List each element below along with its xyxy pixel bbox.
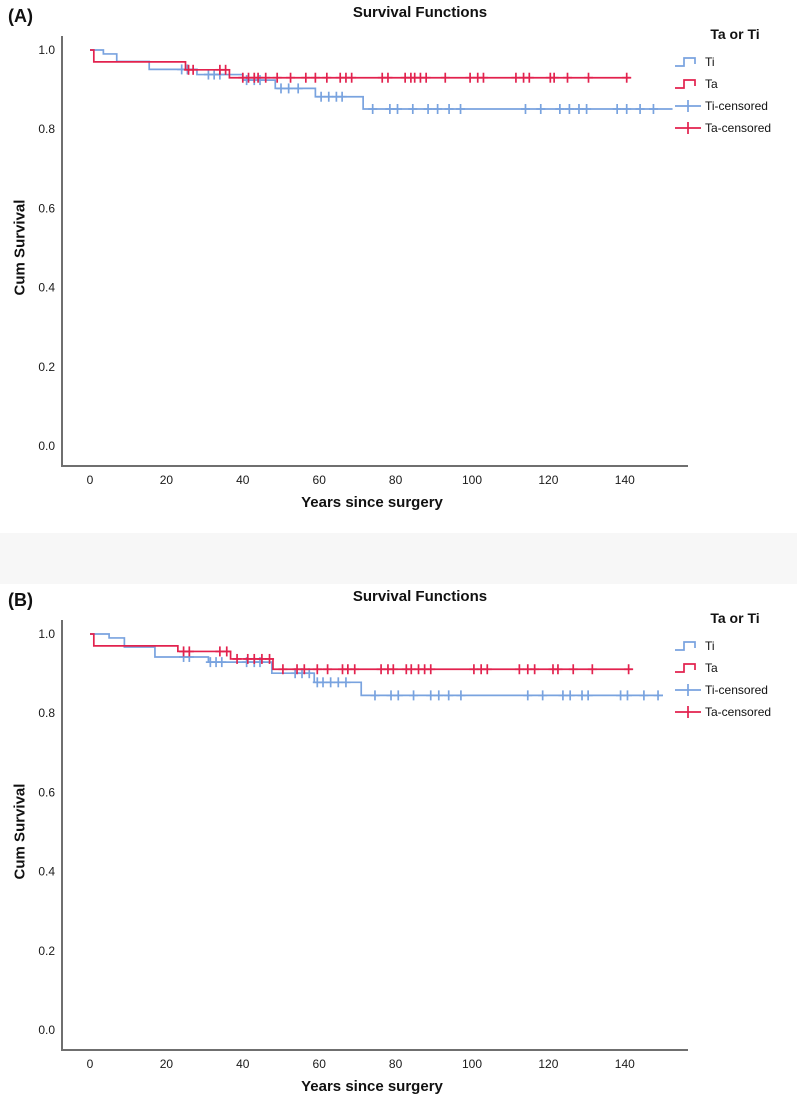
x-axis-title-b: Years since surgery xyxy=(301,1078,443,1095)
x-tick-label: 60 xyxy=(313,1057,327,1071)
ti-survival-curve xyxy=(90,49,673,110)
ti-censored-marks xyxy=(179,651,663,701)
legend-item-ti: Ti xyxy=(674,635,796,657)
plus-swatch-path xyxy=(675,684,701,696)
legend-item-ta: Ta xyxy=(674,73,796,95)
x-tick-label: 100 xyxy=(462,473,482,487)
y-tick-label: 1.0 xyxy=(38,627,55,641)
x-tick-label: 20 xyxy=(160,1057,174,1071)
legend-item-label: Ti-censored xyxy=(705,683,768,697)
y-tick-label: 0.0 xyxy=(38,439,55,453)
step-swatch-path xyxy=(675,57,696,67)
legend-item-label: Ti xyxy=(705,55,715,69)
censor-plus-swatch-icon xyxy=(675,706,701,718)
x-tick-label: 80 xyxy=(389,473,403,487)
x-tick-label: 0 xyxy=(87,1057,94,1071)
step-swatch-path xyxy=(675,641,696,651)
chart-title-a: Survival Functions xyxy=(352,4,488,21)
legend-item-ti-censored: Ti-censored xyxy=(674,95,796,117)
legend-item-label: Ti xyxy=(705,639,715,653)
legend-title-a: Ta or Ti xyxy=(710,26,760,42)
legend-item-label: Ti-censored xyxy=(705,99,768,113)
x-tick-label: 20 xyxy=(160,473,174,487)
chart-title-b: Survival Functions xyxy=(352,588,488,605)
legend-item-ti: Ti xyxy=(674,51,796,73)
legend-title-b: Ta or Ti xyxy=(710,610,760,626)
y-tick-label: 0.8 xyxy=(38,706,55,720)
y-tick-label: 0.4 xyxy=(38,281,55,295)
ta-survival-curve xyxy=(90,49,631,79)
panel-divider xyxy=(0,533,797,584)
y-tick-label: 0.2 xyxy=(38,360,55,374)
x-tick-label: 140 xyxy=(615,473,635,487)
plus-swatch-path xyxy=(675,122,701,134)
y-tick-label: 0.8 xyxy=(38,122,55,136)
panel-a-label: (A) xyxy=(8,6,33,26)
x-axis-title-a: Years since surgery xyxy=(301,494,443,511)
x-tick-label: 140 xyxy=(615,1057,635,1071)
y-tick-label: 0.2 xyxy=(38,944,55,958)
y-tick-label: 0.6 xyxy=(38,785,55,799)
legend-b: Ta or Ti Ti Ta Ti-censored Ta-censored xyxy=(674,610,796,723)
legend-item-label: Ta-censored xyxy=(705,121,772,135)
censor-plus-swatch-icon xyxy=(675,122,701,134)
legend-item-ti-censored: Ti-censored xyxy=(674,679,796,701)
step-swatch-path xyxy=(675,663,696,673)
panel-b: (B) Survival Functions Cum Survival 0 20 4… xyxy=(0,584,797,1117)
plus-swatch-path xyxy=(675,706,701,718)
ta-censored-marks xyxy=(184,64,632,83)
x-tick-label: 40 xyxy=(236,473,250,487)
ti-survival-curve xyxy=(90,633,663,697)
plus-swatch-path xyxy=(675,100,701,112)
legend-item-label: Ta xyxy=(705,77,718,91)
x-tick-label: 120 xyxy=(538,473,558,487)
step-swatch-path xyxy=(675,79,696,89)
x-tick-label: 100 xyxy=(462,1057,482,1071)
x-tick-label: 40 xyxy=(236,1057,250,1071)
y-tick-label: 0.0 xyxy=(38,1023,55,1037)
step-line-swatch-icon xyxy=(675,641,696,651)
panel-b-label: (B) xyxy=(8,590,33,610)
legend-item-ta-censored: Ta-censored xyxy=(674,117,796,139)
legend-item-ta: Ta xyxy=(674,657,796,679)
x-tick-label: 120 xyxy=(538,1057,558,1071)
legend-item-label: Ta xyxy=(705,661,718,675)
ta-survival-curve xyxy=(90,633,633,671)
x-tick-label: 80 xyxy=(389,1057,403,1071)
step-line-swatch-icon xyxy=(675,57,696,67)
censor-plus-swatch-icon xyxy=(675,684,701,696)
legend-item-label: Ta-censored xyxy=(705,705,772,719)
x-tick-label: 0 xyxy=(87,473,94,487)
ti-censored-marks xyxy=(177,64,658,115)
legend-a: Ta or Ti Ti Ta Ti-censored Ta-censored xyxy=(674,26,796,139)
ta-censored-marks xyxy=(179,646,634,675)
km-plot-b: 0 20 40 60 80 100 120 140 0.0 0.2 0.4 0.6 0.8 1.0 xyxy=(38,620,688,1071)
panel-a: (A) Survival Functions Cum Survival 0 20 4… xyxy=(0,0,797,533)
legend-item-ta-censored: Ta-censored xyxy=(674,701,796,723)
y-tick-label: 1.0 xyxy=(38,43,55,57)
censor-plus-swatch-icon xyxy=(675,100,701,112)
step-line-swatch-icon xyxy=(675,663,696,673)
x-tick-label: 60 xyxy=(313,473,327,487)
y-tick-label: 0.6 xyxy=(38,201,55,215)
step-line-swatch-icon xyxy=(675,79,696,89)
km-plot-a: 0 20 40 60 80 100 120 140 0.0 0.2 0.4 0.6 0.8 1.0 xyxy=(38,36,688,487)
y-tick-label: 0.4 xyxy=(38,865,55,879)
